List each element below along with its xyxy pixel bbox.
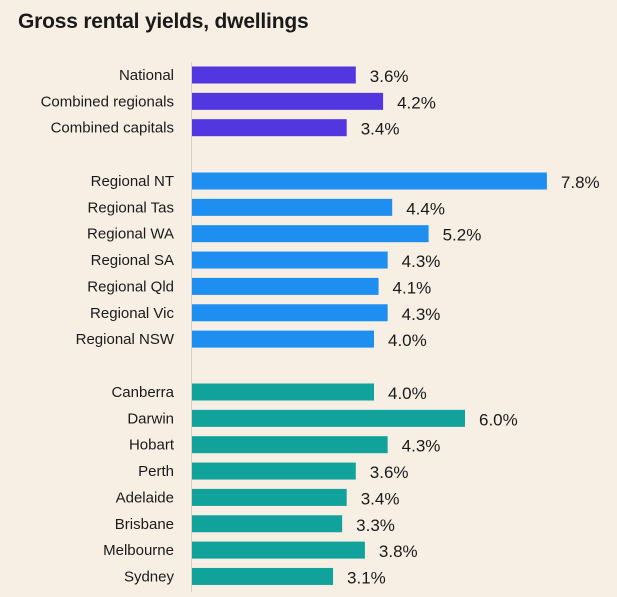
category-label-adelaide: Adelaide [116,489,174,506]
bar-regional-vic [192,304,388,322]
bar-perth [192,462,356,480]
category-label-combined-capitals: Combined capitals [51,120,174,137]
bar-national [192,66,356,84]
bar-combined-regionals [192,92,384,110]
value-label-combined-capitals: 3.4% [361,120,400,139]
category-label-darwin: Darwin [127,410,174,427]
value-label-brisbane: 3.3% [356,516,395,535]
value-label-regional-tas: 4.4% [406,199,445,218]
category-label-hobart: Hobart [129,437,175,454]
category-label-melbourne: Melbourne [103,542,174,559]
category-label-regional-tas: Regional Tas [88,199,174,216]
value-label-hobart: 4.3% [402,437,441,456]
value-label-perth: 3.6% [370,463,409,482]
bar-regional-sa [192,251,388,269]
value-label-regional-vic: 4.3% [402,305,441,324]
value-label-regional-wa: 5.2% [443,226,482,245]
value-label-regional-nsw: 4.0% [388,331,427,350]
category-label-regional-sa: Regional SA [91,252,174,269]
bar-hobart [192,436,388,454]
value-label-regional-sa: 4.3% [402,252,441,271]
bar-regional-nsw [192,330,374,348]
category-label-canberra: Canberra [111,384,174,401]
bar-darwin [192,409,465,427]
value-label-regional-nt: 7.8% [561,173,600,192]
bar-regional-wa [192,225,429,243]
category-label-regional-nt: Regional NT [91,173,174,190]
category-label-sydney: Sydney [124,568,175,585]
bar-combined-capitals [192,119,347,137]
bar-regional-qld [192,277,379,295]
bar-sydney [192,567,334,585]
category-label-national: National [119,67,174,84]
bar-brisbane [192,515,343,533]
bar-regional-tas [192,198,393,216]
category-label-brisbane: Brisbane [115,516,174,533]
value-label-darwin: 6.0% [479,410,518,429]
category-label-regional-nsw: Regional NSW [76,331,175,348]
value-label-national: 3.6% [370,67,409,86]
bar-adelaide [192,488,347,506]
category-label-regional-vic: Regional Vic [90,305,174,322]
value-label-regional-qld: 4.1% [393,278,432,297]
value-label-adelaide: 3.4% [361,489,400,508]
value-label-sydney: 3.1% [347,568,386,587]
category-axis-line [191,62,192,592]
bar-melbourne [192,541,365,559]
category-label-perth: Perth [138,463,174,480]
value-label-canberra: 4.0% [388,384,427,403]
chart-title: Gross rental yields, dwellings [18,10,309,33]
bar-canberra [192,383,374,401]
value-label-combined-regionals: 4.2% [397,93,436,112]
category-label-regional-qld: Regional Qld [87,278,174,295]
category-label-regional-wa: Regional WA [87,226,174,243]
category-label-combined-regionals: Combined regionals [41,93,174,110]
value-label-melbourne: 3.8% [379,542,418,561]
bar-regional-nt [192,172,547,190]
